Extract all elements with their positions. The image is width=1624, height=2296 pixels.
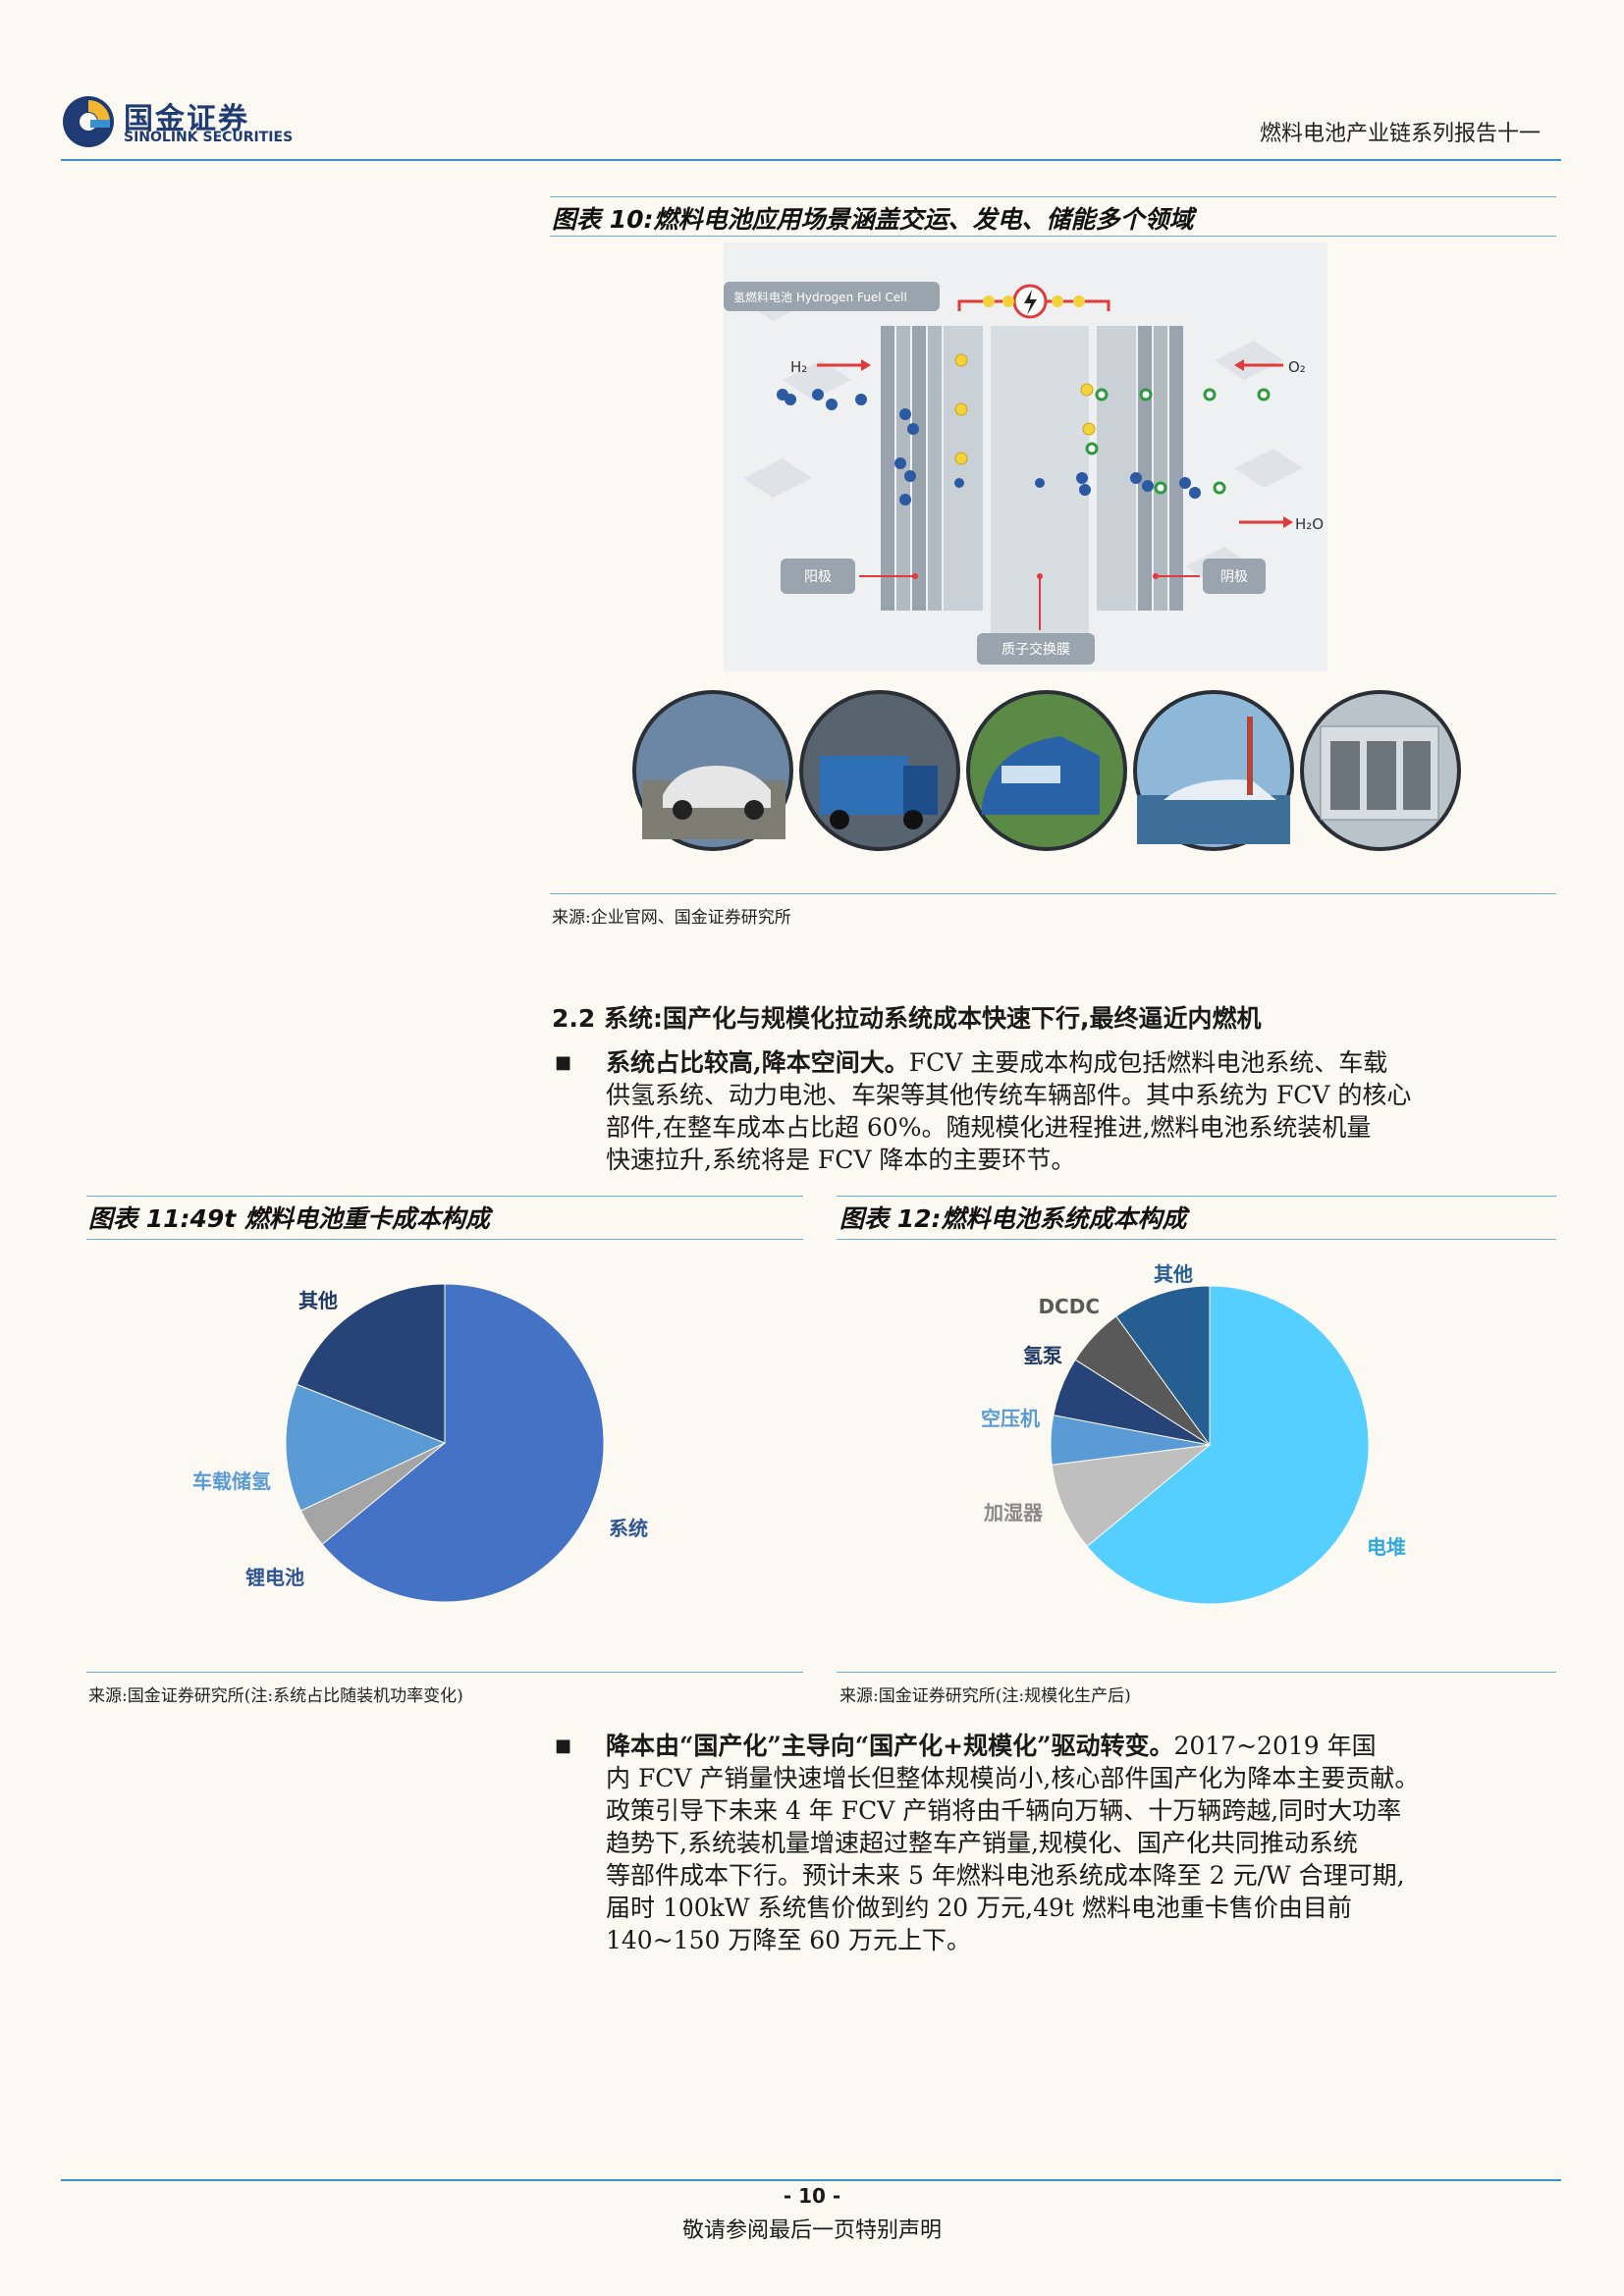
membrane-label: 质子交换膜 — [1001, 641, 1070, 658]
truck-photo — [799, 690, 960, 851]
system-cost-pie-chart: 电堆 加湿器 空压机 氢泵 DCDC 其他 — [981, 1262, 1406, 1605]
fig10-bottom-rule — [550, 893, 1556, 894]
pie-label-电堆: 电堆 — [1367, 1535, 1406, 1559]
fig11-title: 图表 11:49t 燃料电池重卡成本构成 — [88, 1204, 490, 1233]
pie-label-其他: 其他 — [298, 1289, 338, 1312]
page-number: - 10 - — [783, 2184, 841, 2208]
paragraph-2-line: 140~150 万降至 60 万元上下。 — [606, 1926, 972, 1954]
pie-label-空压机: 空压机 — [981, 1407, 1040, 1430]
fuel-cell-diagram: 氢燃料电池 Hydrogen Fuel Cell H₂ O₂ H₂O 阳极 阴极… — [724, 242, 1327, 671]
pie-slice-其他 — [296, 1283, 446, 1444]
pie-slice-车载储氢 — [285, 1383, 447, 1512]
paragraph-1-line: FCV 主要成本构成包括燃料电池系统、车载 — [908, 1048, 1388, 1077]
section-paragraph-1: 系统占比较高,降本空间大。FCV 主要成本构成包括燃料电池系统、车载 供氢系统、… — [606, 1046, 1548, 1176]
paragraph-1-line: 快速拉升,系统将是 FCV 降本的主要环节。 — [606, 1146, 1076, 1174]
paragraph-1-line: 供氢系统、动力电池、车架等其他传统车辆部件。其中系统为 FCV 的核心 — [606, 1081, 1412, 1109]
paragraph-2-line: 内 FCV 产销量快速增长但整体规模尚小,核心部件国产化为降本主要贡献。 — [606, 1764, 1420, 1792]
section-paragraph-2: 降本由“国产化”主导向“国产化+规模化”驱动转变。2017~2019 年国 内 … — [606, 1730, 1548, 1956]
fig10-title: 图表 10:燃料电池应用场景涵盖交运、发电、储能多个领域 — [552, 205, 1194, 234]
train-photo — [966, 690, 1127, 851]
paragraph-2-line: 2017~2019 年国 — [1173, 1732, 1377, 1760]
brand-name-cn: 国金证券 — [124, 102, 249, 136]
power-station-photo — [1300, 690, 1461, 851]
bullet-square-icon: ■ — [555, 1735, 572, 1756]
application-photos — [632, 690, 1461, 851]
car-photo — [632, 690, 793, 851]
fig12-top-rule — [837, 1196, 1556, 1197]
section-heading: 2.2 系统:国产化与规模化拉动系统成本快速下行,最终逼近内燃机 — [552, 1004, 1262, 1033]
h2-label: H₂ — [790, 358, 807, 376]
brand-name-en: SINOLINK SECURITIES — [124, 130, 294, 145]
diagram-badge: 氢燃料电池 Hydrogen Fuel Cell — [733, 290, 907, 304]
header-rule — [61, 159, 1561, 161]
paragraph-2-lead: 降本由“国产化”主导向“国产化+规模化”驱动转变。 — [606, 1732, 1174, 1760]
fig12-title-rule — [837, 1239, 1556, 1240]
pie-label-DCDC: DCDC — [1038, 1295, 1100, 1318]
paragraph-2-line: 政策引导下未来 4 年 FCV 产销将由千辆向万辆、十万辆跨越,同时大功率 — [606, 1796, 1402, 1825]
o2-label: O₂ — [1288, 358, 1306, 376]
bullet-square-icon: ■ — [555, 1052, 572, 1073]
paragraph-1-line: 部件,在整车成本占比超 60%。随规模化进程推进,燃料电池系统装机量 — [606, 1113, 1372, 1142]
pie-slice-系统 — [321, 1283, 605, 1603]
footer-rule — [61, 2179, 1561, 2181]
pie-label-系统: 系统 — [609, 1517, 648, 1540]
paragraph-2-line: 届时 100kW 系统售价做到约 20 万元,49t 燃料电池重卡售价由目前 — [606, 1894, 1352, 1922]
report-series-title: 燃料电池产业链系列报告十一 — [1259, 122, 1541, 146]
pie-label-加湿器: 加湿器 — [983, 1501, 1044, 1524]
fig10-top-rule — [550, 196, 1556, 197]
fig11-source: 来源:国金证券研究所(注:系统占比随装机功率变化) — [88, 1686, 463, 1706]
fig11-bottom-rule — [86, 1672, 803, 1673]
paragraph-2-line: 等部件成本下行。预计未来 5 年燃料电池系统成本降至 2 元/W 合理可期, — [606, 1861, 1405, 1890]
fig12-title: 图表 12:燃料电池系统成本构成 — [839, 1204, 1187, 1233]
pie-slice-其他 — [1115, 1285, 1211, 1447]
cathode-plates — [1097, 326, 1183, 611]
fig11-title-rule — [86, 1239, 803, 1240]
anode-label: 阳极 — [804, 569, 832, 585]
paragraph-1-lead: 系统占比较高,降本空间大。 — [606, 1048, 909, 1077]
footer-disclaimer: 敬请参阅最后一页特别声明 — [681, 2218, 942, 2243]
pie-label-锂电池: 锂电池 — [245, 1566, 304, 1589]
ferry-photo — [1133, 690, 1294, 851]
cathode-label: 阴极 — [1220, 569, 1248, 585]
pie-label-氢泵: 氢泵 — [1023, 1344, 1062, 1367]
fig10-title-rule — [550, 236, 1556, 237]
pie-slice-加湿器 — [1051, 1444, 1212, 1547]
fig11-top-rule — [86, 1196, 803, 1197]
sinolink-logo-icon — [63, 96, 114, 147]
pie-label-其他: 其他 — [1154, 1262, 1193, 1286]
h2o-label: H₂O — [1295, 515, 1324, 533]
diagram-badge-bg — [724, 282, 940, 311]
pie-slice-电堆 — [1086, 1285, 1370, 1605]
fig10-source: 来源:企业官网、国金证券研究所 — [552, 908, 791, 928]
paragraph-2-line: 趋势下,系统装机量增速超过整车产销量,规模化、国产化共同推动系统 — [606, 1829, 1358, 1857]
fig12-bottom-rule — [837, 1672, 1556, 1673]
fig12-source: 来源:国金证券研究所(注:规模化生产后) — [839, 1686, 1131, 1706]
pie-label-车载储氢: 车载储氢 — [192, 1469, 271, 1493]
